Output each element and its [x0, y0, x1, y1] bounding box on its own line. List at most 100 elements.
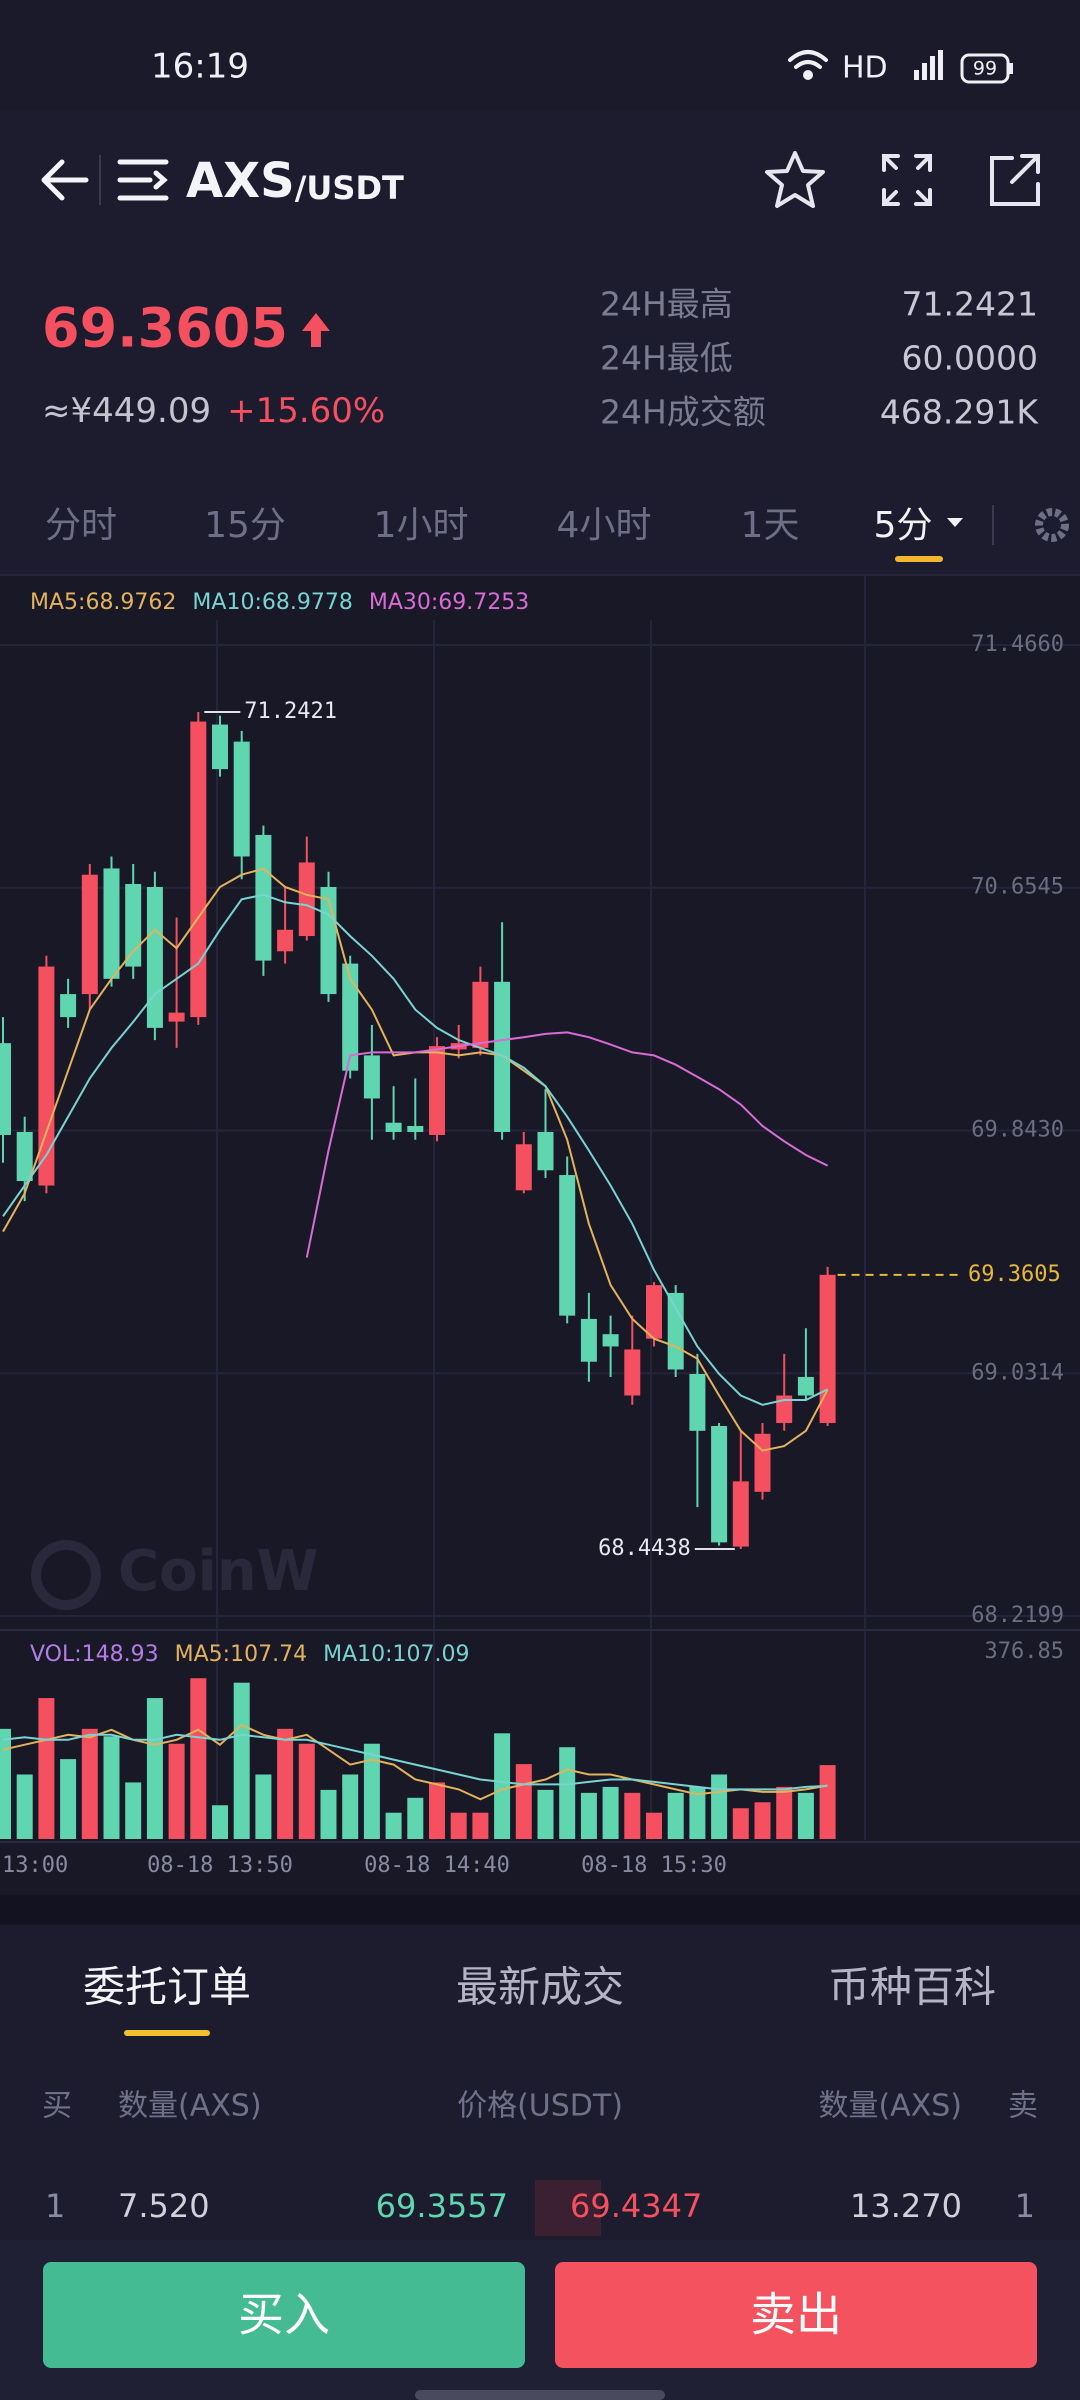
- candle-body: [515, 1144, 532, 1191]
- buy-button[interactable]: [43, 2262, 525, 2368]
- stat-label: 24H最高: [600, 285, 733, 324]
- y-tick-label: 70.6545: [971, 875, 1064, 900]
- chart-bg: [0, 575, 1080, 1895]
- menu-chevron: [153, 170, 168, 190]
- candle-body: [363, 1055, 380, 1099]
- interval-tab[interactable]: 4小时: [557, 505, 652, 546]
- candle-body: [711, 1426, 728, 1543]
- candle-body: [103, 868, 120, 979]
- watermark-logo: [31, 1540, 101, 1610]
- ma-legend: MA5:68.9762: [30, 590, 176, 615]
- volume-bar: [320, 1789, 337, 1839]
- battery-level: 99: [973, 58, 997, 80]
- volume-bar: [146, 1698, 163, 1839]
- volume-bar: [342, 1774, 359, 1839]
- volume-bar: [515, 1764, 532, 1839]
- volume-bar: [125, 1782, 142, 1839]
- order-cell: 7.520: [118, 2187, 210, 2225]
- volume-bar: [168, 1743, 185, 1839]
- interval-tab[interactable]: 5分: [874, 505, 933, 546]
- watermark: CoinW: [31, 1539, 318, 1610]
- order-tab[interactable]: 最新成交: [456, 1963, 624, 2012]
- volume-bar: [363, 1743, 380, 1839]
- candle-body: [233, 741, 250, 857]
- candle-body: [732, 1481, 749, 1547]
- order-cell: 13.270: [850, 2187, 962, 2225]
- candle-body: [0, 1043, 11, 1135]
- battery-outline: [960, 53, 1010, 84]
- current-price-label: 69.3605: [968, 1262, 1061, 1287]
- ma-legend: MA10:68.9778: [192, 590, 352, 615]
- volume-bar: [233, 1682, 250, 1839]
- volume-bar: [689, 1786, 706, 1839]
- order-tab[interactable]: 委托订单: [83, 1963, 251, 2012]
- status-network: HD: [842, 51, 888, 86]
- interval-caret: [947, 518, 963, 527]
- fullscreen-button[interactable]: [882, 154, 932, 206]
- candle-body: [81, 874, 98, 995]
- price-sub: ≈¥449.09 +15.60%: [42, 391, 385, 431]
- candle-body: [146, 886, 163, 1028]
- column-header: 数量(AXS): [818, 2089, 962, 2124]
- ma-line: [2, 893, 829, 1406]
- candle-body: [559, 1175, 576, 1316]
- y-tick-label: 68.2199: [971, 1603, 1064, 1628]
- candle-body: [298, 862, 315, 937]
- ma-legend: MA30:69.7253: [369, 590, 529, 615]
- menu-button[interactable]: [117, 159, 169, 201]
- volume-bar: [580, 1792, 597, 1839]
- volume-bar: [602, 1786, 619, 1839]
- status-bar-bg: [0, 0, 1080, 110]
- order-cell: 1: [45, 2187, 65, 2225]
- volume-bar: [255, 1774, 272, 1839]
- candle-body: [472, 981, 489, 1048]
- column-header: 数量(AXS): [118, 2089, 262, 2124]
- candle-body: [624, 1349, 641, 1396]
- cny-price: ≈¥449.09: [42, 391, 211, 431]
- favorite-button[interactable]: [765, 151, 825, 208]
- sell-button[interactable]: [555, 2262, 1037, 2368]
- y-tick-label: 69.0314: [971, 1360, 1064, 1385]
- volume-bar: [450, 1812, 467, 1839]
- signal-icon: [914, 50, 943, 80]
- volume-bar: [819, 1765, 836, 1839]
- volume-bar: [429, 1782, 445, 1839]
- volume-bar: [646, 1812, 662, 1839]
- interval-tab[interactable]: 1小时: [374, 505, 469, 546]
- stat-value: 60.0000: [902, 339, 1038, 378]
- volume-bar: [797, 1792, 814, 1839]
- interval-tab[interactable]: 15分: [204, 505, 286, 546]
- volume-bar: [667, 1792, 684, 1839]
- order-tab[interactable]: 币种百科: [828, 1963, 996, 2012]
- candle-body: [646, 1285, 662, 1339]
- expand-corner: [882, 154, 900, 172]
- volume-bar: [494, 1733, 511, 1839]
- candle-body: [16, 1131, 33, 1182]
- last-price: 69.3605: [42, 297, 288, 360]
- interval-tab[interactable]: 分时: [45, 505, 117, 546]
- low-label: 68.4438: [598, 1536, 691, 1561]
- candle-body: [429, 1046, 445, 1135]
- stat-value: 71.2421: [902, 285, 1038, 324]
- share-arrow: [1010, 154, 1040, 184]
- volume-bar: [60, 1759, 77, 1839]
- settings-button[interactable]: [1035, 508, 1069, 542]
- candle-body: [494, 981, 511, 1132]
- order-tab-underline: [124, 2030, 210, 2036]
- candle-body: [125, 884, 142, 967]
- share-box: [990, 156, 1040, 206]
- watermark-text: CoinW: [118, 1539, 318, 1604]
- volume-bar: [776, 1786, 793, 1839]
- candle-body: [277, 929, 294, 952]
- x-tick-label: 08-18 15:30: [581, 1853, 727, 1878]
- candle-body: [190, 721, 207, 1018]
- share-button[interactable]: [990, 154, 1040, 206]
- expand-corner: [914, 188, 932, 206]
- interval-tab[interactable]: 1天: [741, 505, 800, 546]
- candle-body: [689, 1373, 706, 1431]
- candle-body: [255, 834, 272, 961]
- expand-corner: [914, 154, 932, 172]
- back-button[interactable]: [41, 159, 89, 201]
- pair-title[interactable]: AXS/USDT: [186, 153, 404, 209]
